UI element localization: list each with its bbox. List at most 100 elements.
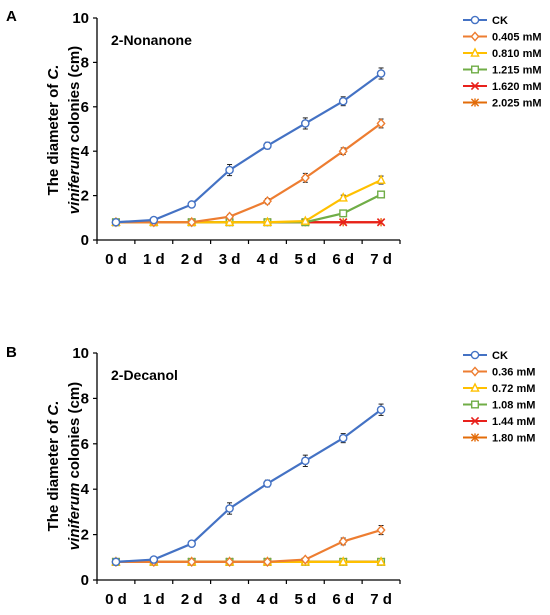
panel-b: B The diameter of C. viniferum colonies … — [6, 344, 535, 608]
panel-a-x-tick-label: 0 d — [105, 251, 127, 268]
panel-a-title: 2-Nonanone — [111, 32, 192, 48]
panel-b-y-tick-label: 10 — [72, 345, 89, 362]
panel-b-legend-label: 0.72 mM — [492, 383, 535, 395]
panel-b-legend-label: 1.08 mM — [492, 400, 535, 412]
panel-b-y-tick-label: 8 — [81, 390, 89, 407]
panel-a-legend-marker — [470, 81, 480, 91]
panel-a-letter: A — [6, 8, 17, 25]
panel-a-legend-item: 0.810 mM — [463, 47, 542, 60]
panel-b-title: 2-Decanol — [111, 367, 178, 383]
panel-b-y-tick-label: 6 — [81, 436, 89, 453]
panel-a-data-point — [339, 218, 348, 227]
panel-b-data-point — [149, 555, 159, 564]
panel-b-x-tick-label: 6 d — [332, 591, 354, 608]
panel-b-series-line — [115, 529, 382, 563]
panel-a-y-tick-label: 4 — [81, 143, 90, 160]
panel-a-x-tick-label: 6 d — [332, 251, 354, 268]
panel-b-x-tick-label: 7 d — [370, 591, 392, 608]
panel-a-series-line — [115, 122, 382, 224]
panel-a-data-point — [377, 190, 386, 199]
panel-a-x-tick-label: 5 d — [294, 251, 316, 268]
panel-a-y-tick-label: 6 — [81, 99, 89, 116]
panel-a-legend-marker — [470, 98, 480, 107]
panel-a-legend-marker — [470, 47, 480, 57]
panel-b-legend-label: CK — [492, 350, 508, 362]
panel-b-legend-item: CK — [463, 350, 508, 362]
panel-a-series-line — [115, 72, 382, 224]
panel-a-data-point — [149, 215, 159, 225]
panel-b-legend-marker — [470, 350, 480, 360]
panel-b-legend-label: 0.36 mM — [492, 367, 535, 379]
panel-a-legend-label: 1.215 mM — [492, 65, 542, 77]
panel-a-y-axis-label-line2: viniferum colonies (cm) — [66, 46, 83, 214]
panel-a-data-point — [338, 146, 348, 157]
panel-b-y-tick-label: 2 — [81, 527, 89, 544]
panel-a-data-point — [300, 172, 310, 184]
panel-a-legend-label: 0.810 mM — [492, 48, 542, 60]
panel-a-x-tick-label: 2 d — [181, 251, 203, 268]
panel-b-data-point — [376, 405, 386, 415]
panel-b-legend-label: 1.44 mM — [492, 416, 535, 428]
panel-a-data-point — [376, 118, 386, 129]
panel-a-y-axis-label-line1: The diameter of C. — [45, 65, 62, 196]
panel-a-legend-item: 1.215 mM — [463, 65, 542, 77]
panel-b-series-0 — [111, 403, 386, 567]
panel-b-x-tick-label: 1 d — [143, 591, 165, 608]
panel-a-plot-area: 0 2 4 6 8 10 0 d 1 d 2 d 3 d 4 d 5 d 6 d 7 d — [72, 10, 401, 268]
panel-a-data-point — [376, 69, 386, 78]
panel-b-data-point — [338, 536, 348, 547]
panel-a-data-point — [225, 165, 234, 175]
panel-b-data-point — [263, 479, 272, 488]
panel-a-data-point — [376, 218, 386, 227]
panel-a-x-tick-label: 1 d — [143, 251, 165, 268]
panel-b-y-axis-label-line2: viniferum colonies (cm) — [66, 382, 83, 550]
panel-b-series-1 — [111, 524, 386, 568]
panel-a-y-tick-label: 8 — [81, 54, 89, 71]
panel-b-x-tick-label: 0 d — [105, 591, 127, 608]
panel-b-y-axis-label-line1: The diameter of C. — [45, 401, 62, 532]
panel-a-data-point — [376, 174, 386, 184]
panel-b-legend-marker — [470, 382, 480, 392]
panel-a-legend-label: 1.620 mM — [492, 81, 542, 93]
panel-a-legend-marker — [471, 65, 480, 74]
panel-b-data-point — [300, 554, 310, 565]
panel-b-data-point — [225, 504, 234, 513]
panel-a-data-point — [111, 217, 121, 227]
panel-a-data-point — [301, 119, 310, 128]
panel-a-series-1 — [111, 118, 386, 228]
panel-a-data-point — [300, 215, 311, 225]
panel-b-data-point — [187, 556, 197, 568]
panel-b-data-point — [111, 557, 121, 567]
panel-a-legend: CK 0.405 mM 0.810 mM 1.215 mM 1.620 mM 2.025 … — [463, 15, 542, 110]
panel-b-data-point — [376, 524, 386, 536]
panel-b-y-tick-label: 4 — [81, 481, 90, 498]
panel-a-legend-item: 1.620 mM — [463, 81, 542, 93]
panel-a-x-tick-label: 3 d — [219, 251, 241, 268]
panel-a-data-point — [262, 216, 273, 227]
panel-a-data-point — [338, 96, 348, 106]
panel-a-legend-label: 0.405 mM — [492, 32, 542, 44]
panel-b-legend-item: 0.36 mM — [463, 366, 535, 379]
panel-b-legend-item: 1.44 mM — [463, 416, 535, 428]
panel-a-x-tick-label: 7 d — [370, 251, 392, 268]
panel-b-legend-marker — [471, 400, 480, 409]
panel-b-legend-item: 1.08 mM — [463, 400, 535, 412]
panel-a-data-point — [338, 192, 348, 202]
panel-b-legend-marker — [470, 433, 480, 442]
panel-a-legend-label: 2.025 mM — [492, 98, 542, 110]
panel-b-data-point — [262, 556, 272, 568]
panel-a-legend-item: 2.025 mM — [463, 98, 542, 110]
panel-a-legend-item: 0.405 mM — [463, 31, 542, 44]
panel-a-legend-label: CK — [492, 15, 508, 27]
panel-b-data-point — [338, 433, 348, 443]
panel-b-legend-marker — [470, 366, 480, 377]
panel-b-letter: B — [6, 344, 17, 361]
panel-b-legend-item: 1.80 mM — [463, 433, 535, 445]
panel-b-y-tick-label: 0 — [81, 572, 89, 589]
panel-a: A The diameter of C. viniferum colonies … — [6, 8, 542, 268]
panel-a-y-tick-label: 2 — [81, 188, 89, 205]
panel-b-x-tick-label: 2 d — [181, 591, 203, 608]
panel-a-legend-marker — [470, 31, 480, 42]
panel-a-x-tick-label: 4 d — [257, 251, 279, 268]
panel-b-data-point — [301, 456, 310, 466]
